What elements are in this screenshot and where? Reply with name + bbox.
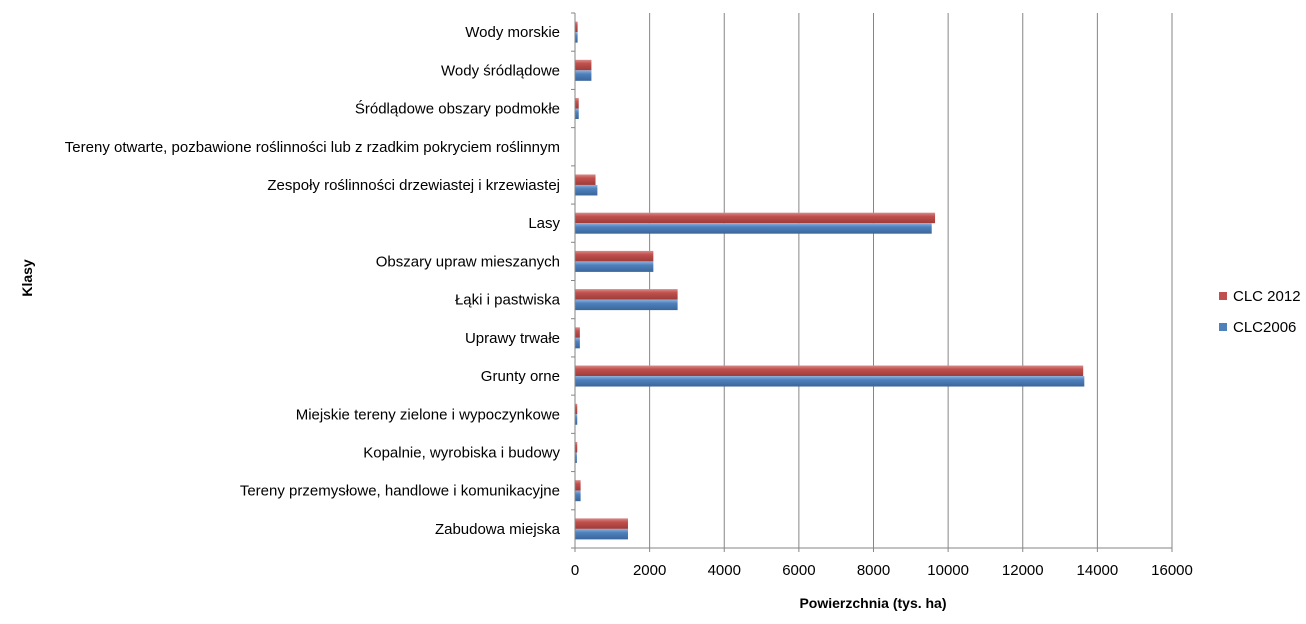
- bar-clc-2012: [575, 365, 1084, 377]
- bar-clc2006: [575, 184, 598, 196]
- bar-clc2006: [575, 490, 581, 502]
- bar-clc-2012: [575, 480, 581, 491]
- x-axis-title: Powierzchnia (tys. ha): [799, 595, 946, 611]
- bar-clc-2012: [575, 212, 936, 224]
- bar-clc-2012: [575, 98, 579, 109]
- category-label: Obszary upraw mieszanych: [376, 253, 560, 270]
- x-tick-label: 12000: [1002, 562, 1044, 579]
- category-label: Kopalnie, wyrobiska i budowy: [363, 444, 560, 461]
- category-label: Wody morskie: [465, 24, 560, 41]
- x-tick-label: 4000: [708, 562, 741, 579]
- category-label: Lasy: [528, 215, 560, 232]
- bar-clc2006: [575, 414, 578, 425]
- bar-clc2006: [575, 299, 678, 311]
- bar-clc2006: [575, 223, 932, 234]
- x-tick-label: 0: [571, 562, 579, 579]
- category-label: Tereny przemysłowe, handlowe i komunikac…: [240, 483, 560, 500]
- legend-swatch: [1219, 292, 1227, 300]
- bar-clc2006: [575, 337, 580, 349]
- category-label: Wody śródlądowe: [441, 62, 560, 79]
- bar-clc2006: [575, 261, 654, 272]
- y-axis-title: Klasy: [19, 259, 35, 297]
- category-label: Tereny otwarte, pozbawione roślinności l…: [65, 139, 560, 156]
- legend-label: CLC 2012: [1233, 288, 1301, 305]
- category-label: Śródlądowe obszary podmokłe: [355, 100, 560, 118]
- bar-clc-2012: [575, 21, 578, 33]
- legend-label: CLC2006: [1233, 319, 1296, 336]
- bar-clc2006: [575, 108, 579, 120]
- bar-clc-2012: [575, 403, 578, 415]
- category-label: Zespoły roślinności drzewiastej i krzewi…: [267, 177, 560, 194]
- x-tick-label: 2000: [633, 562, 666, 579]
- legend: CLC 2012 CLC2006: [1219, 288, 1301, 336]
- x-tick-label: 6000: [782, 562, 815, 579]
- bar-clc2006: [575, 32, 578, 43]
- bar-clc-2012: [575, 250, 654, 262]
- bar-clc-2012: [575, 441, 578, 453]
- bar-clc-2012: [575, 327, 580, 338]
- category-label: Uprawy trwałe: [465, 330, 560, 347]
- x-tick-label: 14000: [1077, 562, 1119, 579]
- category-label: Zabudowa miejska: [435, 521, 561, 538]
- category-label: Miejskie tereny zielone i wypoczynkowe: [296, 406, 560, 423]
- bar-clc-2012: [575, 59, 592, 71]
- bar-clc2006: [575, 376, 1085, 387]
- legend-swatch: [1219, 323, 1227, 331]
- category-labels: Wody morskie Wody śródlądowe Śródlądowe ob…: [65, 12, 575, 549]
- bar-clc-2012: [575, 174, 596, 185]
- bar-clc2006: [575, 528, 628, 540]
- category-label: Łąki i pastwiska: [455, 292, 561, 309]
- bars: [575, 21, 1085, 540]
- bar-clc-2012: [575, 518, 628, 529]
- bar-clc2006: [575, 452, 577, 463]
- x-tick-labels: 0 2000 4000 6000 8000 10000 12000 14000 16000: [571, 548, 1193, 579]
- gridlines: [649, 13, 1173, 548]
- x-tick-label: 8000: [857, 562, 890, 579]
- bar-clc2006: [575, 70, 592, 81]
- x-tick-label: 16000: [1151, 562, 1193, 579]
- x-tick-label: 10000: [927, 562, 969, 579]
- category-label: Grunty orne: [481, 368, 560, 385]
- bar-clc-2012: [575, 289, 678, 300]
